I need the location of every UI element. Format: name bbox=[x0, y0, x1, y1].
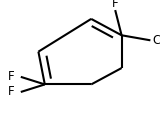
Text: F: F bbox=[112, 0, 119, 10]
Text: F: F bbox=[8, 85, 14, 99]
Text: F: F bbox=[8, 70, 14, 83]
Text: CH₃: CH₃ bbox=[152, 34, 160, 47]
